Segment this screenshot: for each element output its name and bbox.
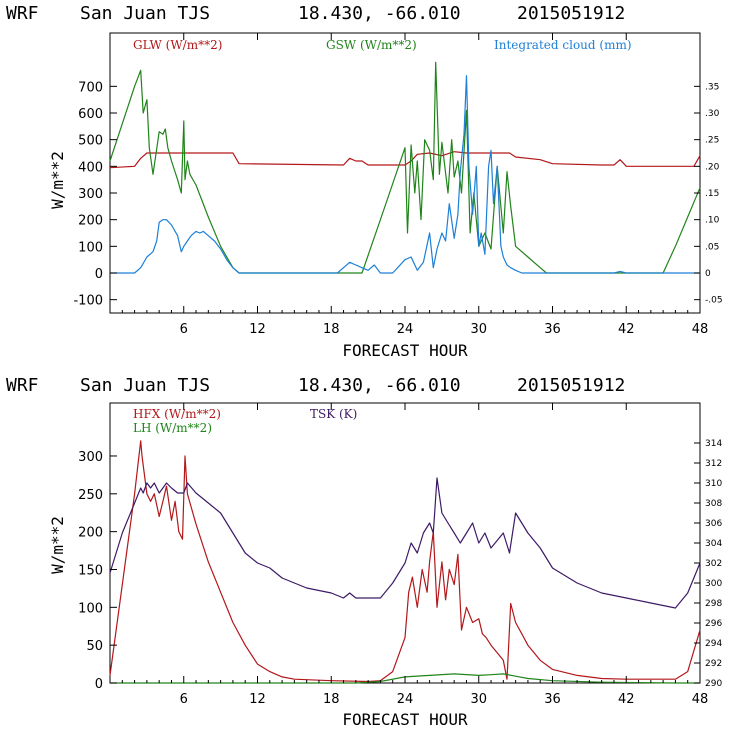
x-tick-label: 48 bbox=[692, 322, 709, 337]
x-tick-label: 12 bbox=[249, 692, 266, 707]
y2-tick-label: 0 bbox=[705, 269, 711, 279]
y2-tick-label: .25 bbox=[705, 136, 719, 146]
legend-lh: LH (W/m**2) bbox=[133, 421, 212, 435]
y-tick-label: 400 bbox=[78, 160, 103, 175]
series-line-2 bbox=[109, 61, 701, 274]
legend-integrated-cloud: Integrated cloud (mm) bbox=[494, 38, 632, 52]
x-tick-label: 24 bbox=[397, 322, 414, 337]
series-line-3 bbox=[109, 477, 701, 609]
y-tick-label: 0 bbox=[95, 677, 103, 692]
header-coordinates: 18.430, -66.010 bbox=[298, 375, 461, 396]
y-tick-label: 500 bbox=[78, 134, 103, 149]
x-tick-label: 30 bbox=[470, 692, 487, 707]
legend-tsk: TSK (K) bbox=[310, 407, 357, 421]
y2-tick-label: -.05 bbox=[705, 296, 723, 306]
x-tick-label: 48 bbox=[692, 692, 709, 707]
x-tick-label: 6 bbox=[180, 692, 188, 707]
series-line-1 bbox=[109, 440, 701, 683]
header-init-time: 2015051912 bbox=[517, 3, 625, 24]
panel-radiation-cloud: WRF San Juan TJS 18.430, -66.010 2015051… bbox=[6, 3, 723, 360]
x-tick-label: 42 bbox=[618, 322, 635, 337]
x-tick-label: 36 bbox=[544, 692, 561, 707]
y-tick-label: 700 bbox=[78, 80, 103, 95]
plot-frame bbox=[109, 32, 701, 314]
y-tick-label: 300 bbox=[78, 450, 103, 465]
y2-tick-label: 296 bbox=[705, 619, 722, 629]
y-axis-label: W/m**2 bbox=[48, 516, 67, 574]
y-tick-label: 150 bbox=[78, 563, 103, 578]
y-tick-label: 200 bbox=[78, 214, 103, 229]
y-axis-label: W/m**2 bbox=[48, 151, 67, 209]
header-station: San Juan TJS bbox=[80, 375, 210, 396]
y2-tick-label: .30 bbox=[705, 109, 720, 119]
x-tick-label: 30 bbox=[470, 322, 487, 337]
y-tick-label: 100 bbox=[78, 601, 103, 616]
y-tick-label: 250 bbox=[78, 488, 103, 503]
x-axis-label: FORECAST HOUR bbox=[342, 710, 468, 729]
y-tick-label: 100 bbox=[78, 240, 103, 255]
panel-surface-fluxes: WRF San Juan TJS 18.430, -66.010 2015051… bbox=[6, 375, 722, 729]
y2-tick-label: 310 bbox=[705, 479, 722, 489]
header-init-time: 2015051912 bbox=[517, 375, 625, 396]
axes-layer: 6 12 18 24 30 36 42 48 0 50 100 150 200 250 300 290 292 2… bbox=[78, 403, 722, 707]
x-tick-label: 42 bbox=[618, 692, 635, 707]
y2-tick-label: .05 bbox=[705, 242, 719, 252]
y-tick-label: 300 bbox=[78, 187, 103, 202]
x-tick-label: 24 bbox=[397, 692, 414, 707]
y2-tick-label: 304 bbox=[705, 539, 722, 549]
y2-tick-label: 294 bbox=[705, 639, 722, 649]
y2-tick-label: 308 bbox=[705, 499, 722, 509]
y2-tick-label: .10 bbox=[705, 216, 720, 226]
series-layer bbox=[109, 440, 701, 684]
series-line-3 bbox=[110, 75, 700, 274]
y2-tick-label: 306 bbox=[705, 519, 722, 529]
x-tick-label: 12 bbox=[249, 322, 266, 337]
y2-tick-label: 290 bbox=[705, 679, 722, 689]
x-tick-label: 18 bbox=[323, 322, 340, 337]
y2-tick-label: 298 bbox=[705, 599, 722, 609]
header-coordinates: 18.430, -66.010 bbox=[298, 3, 461, 24]
y2-tick-label: .20 bbox=[705, 162, 720, 172]
legend-gsw: GSW (W/m**2) bbox=[326, 38, 417, 52]
legend-glw: GLW (W/m**2) bbox=[133, 38, 222, 52]
y-tick-label: 600 bbox=[78, 107, 103, 122]
y2-tick-label: .35 bbox=[705, 82, 719, 92]
y2-tick-label: 302 bbox=[705, 559, 722, 569]
legend-hfx: HFX (W/m**2) bbox=[133, 407, 221, 421]
x-tick-label: 18 bbox=[323, 692, 340, 707]
y-tick-label: 50 bbox=[86, 639, 103, 654]
y-tick-label: -100 bbox=[73, 294, 103, 309]
series-line-1 bbox=[109, 151, 701, 169]
header-station: San Juan TJS bbox=[80, 3, 210, 24]
x-axis-label: FORECAST HOUR bbox=[342, 341, 468, 360]
header-model: WRF bbox=[6, 375, 39, 396]
y2-tick-label: 300 bbox=[705, 579, 722, 589]
x-tick-label: 6 bbox=[180, 322, 188, 337]
y-tick-label: 0 bbox=[95, 267, 103, 282]
header-model: WRF bbox=[6, 3, 39, 24]
axes-layer: 6 12 18 24 30 36 42 48 -100 0 100 200 300 400 500 600 70… bbox=[73, 33, 723, 337]
y-tick-label: 200 bbox=[78, 526, 103, 541]
x-tick-label: 36 bbox=[544, 322, 561, 337]
y2-tick-label: 312 bbox=[705, 459, 722, 469]
y2-tick-label: .15 bbox=[705, 189, 719, 199]
plot-frame bbox=[109, 402, 701, 684]
y2-tick-label: 292 bbox=[705, 659, 722, 669]
series-layer bbox=[109, 61, 701, 274]
y2-tick-label: 314 bbox=[705, 439, 722, 449]
